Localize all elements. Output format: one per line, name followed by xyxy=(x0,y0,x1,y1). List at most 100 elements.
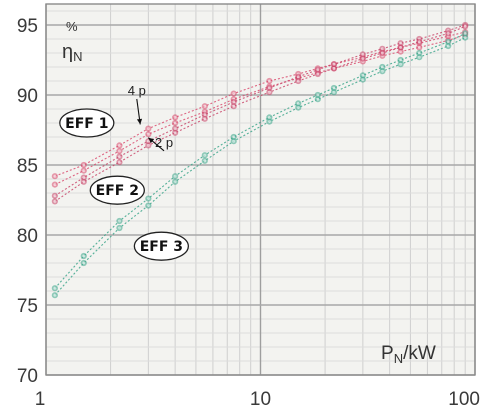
series-point-highlight xyxy=(399,58,403,62)
series-point-highlight xyxy=(82,254,86,258)
series-point-highlight xyxy=(296,79,300,83)
series-badge-label: EFF 3 xyxy=(140,239,183,255)
series-point-highlight xyxy=(118,219,121,223)
annotation-label: 2 p xyxy=(155,135,173,150)
series-point-highlight xyxy=(361,57,365,60)
series-point-highlight xyxy=(267,86,271,90)
series-badge xyxy=(89,175,145,205)
series-point-highlight xyxy=(82,261,86,265)
series-point-highlight xyxy=(173,180,177,184)
series-point-highlight xyxy=(53,174,57,178)
series-point-highlight xyxy=(417,40,421,44)
x-axis-subscript: N xyxy=(394,351,403,366)
annotation-label: 4 p xyxy=(128,83,146,98)
series-point-highlight xyxy=(146,132,150,136)
y-unit-label: % xyxy=(66,19,78,34)
series-point-highlight xyxy=(446,44,450,48)
y-tick-label: 80 xyxy=(17,226,38,247)
x-tick-label: 10 xyxy=(250,389,271,410)
series-point-highlight xyxy=(417,46,421,49)
y-tick-label: 95 xyxy=(17,16,38,37)
series-point-highlight xyxy=(232,139,236,143)
annotation-layer: 4 p 2 p xyxy=(128,83,173,152)
series-point-highlight xyxy=(446,40,450,44)
series-point-highlight xyxy=(296,106,300,109)
series-point-highlight xyxy=(380,65,384,69)
series-point-highlight xyxy=(53,194,57,198)
series-point-highlight xyxy=(316,93,320,97)
annotation-arrow-head xyxy=(136,118,143,125)
series-point-highlight xyxy=(267,120,271,123)
series-point-highlight xyxy=(316,72,320,76)
series-point-highlight xyxy=(146,197,150,201)
badge-layer: EFF 1 EFF 2 EFF 3 xyxy=(59,108,190,261)
series-point-highlight xyxy=(361,78,365,81)
series-point-highlight xyxy=(118,155,121,159)
series-point-highlight xyxy=(53,286,57,290)
series-point-highlight xyxy=(203,117,207,121)
series-point-highlight xyxy=(118,144,121,147)
y-tick-labels: 70 75 80 85 90 95 xyxy=(17,16,38,387)
series-point-highlight xyxy=(118,149,121,153)
y-tick-label: 90 xyxy=(17,86,38,107)
series-point-highlight xyxy=(380,47,384,51)
series-point-highlight xyxy=(332,90,336,94)
series-point-highlight xyxy=(399,62,403,66)
series-point-highlight xyxy=(203,159,207,163)
series-point-highlight xyxy=(82,180,86,184)
series-badge xyxy=(133,231,190,261)
series-point-highlight xyxy=(463,32,467,35)
series-point-highlight xyxy=(232,100,236,104)
series-point-highlight xyxy=(53,200,57,203)
x-tick-labels: 1 10 100 xyxy=(35,389,480,410)
x-axis-unit: /kW xyxy=(403,343,436,364)
series-point-highlight xyxy=(296,102,300,105)
series-point-highlight xyxy=(173,174,177,178)
series-point-highlight xyxy=(173,131,177,135)
series-point-highlight xyxy=(361,74,365,77)
series-point-highlight xyxy=(232,135,236,139)
series-point-highlight xyxy=(82,163,86,167)
y-tick-label: 85 xyxy=(17,156,38,177)
series-point-highlight xyxy=(446,32,450,35)
series-point-highlight xyxy=(296,75,300,79)
annotation-arrow-head xyxy=(148,137,155,144)
plot-border xyxy=(45,3,476,376)
series-point-highlight xyxy=(173,116,177,119)
series-point-highlight xyxy=(53,293,57,297)
series-point-highlight xyxy=(146,144,150,147)
series-point-highlight xyxy=(146,204,150,208)
series-point-highlight xyxy=(316,68,320,72)
series-point-highlight xyxy=(417,55,421,59)
series-point-highlight xyxy=(267,116,271,119)
series-point-highlight xyxy=(232,92,236,95)
major-grid xyxy=(45,3,476,376)
series-point-highlight xyxy=(173,127,177,130)
series-point-highlight xyxy=(417,51,421,55)
y-tick-label: 70 xyxy=(17,366,38,387)
y-tick-label: 75 xyxy=(17,296,38,317)
x-axis-symbol: P xyxy=(381,343,394,364)
series-point-highlight xyxy=(380,51,384,55)
x-tick-label: 1 xyxy=(35,389,46,410)
series-point-highlight xyxy=(399,50,403,53)
series-badge-label: EFF 1 xyxy=(65,116,108,132)
series-point-highlight xyxy=(53,183,57,187)
y-axis-symbol: η xyxy=(62,41,73,63)
series-point-highlight xyxy=(232,104,236,108)
series-point-highlight xyxy=(463,36,467,39)
series-point-highlight xyxy=(361,53,365,56)
series-point-highlight xyxy=(82,169,86,173)
series-point-highlight xyxy=(146,139,150,143)
series-point-highlight xyxy=(316,97,320,101)
x-axis-label: PN/kW xyxy=(381,343,436,366)
y-axis-label: ηN xyxy=(62,41,83,64)
series-point-highlight xyxy=(267,90,271,94)
series-line xyxy=(54,24,466,197)
series-point-highlight xyxy=(118,226,121,230)
series-point-highlight xyxy=(399,41,403,45)
series-point-highlight xyxy=(203,113,207,116)
series-badge xyxy=(59,108,115,138)
series-point-highlight xyxy=(203,153,207,157)
